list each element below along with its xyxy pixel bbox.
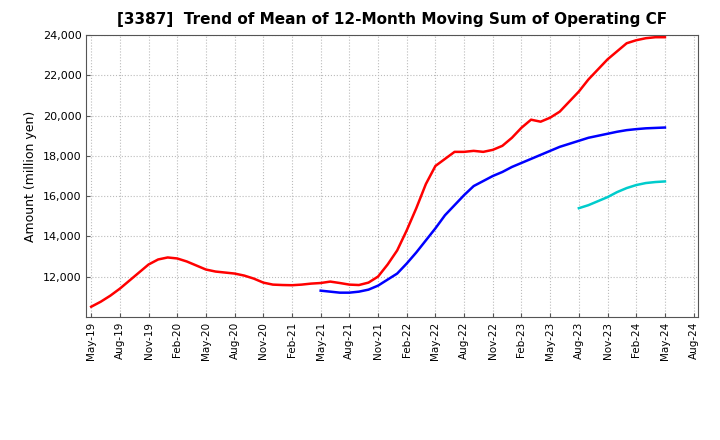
Title: [3387]  Trend of Mean of 12-Month Moving Sum of Operating CF: [3387] Trend of Mean of 12-Month Moving … xyxy=(117,12,667,27)
Legend: 3 Years, 5 Years, 7 Years, 10 Years: 3 Years, 5 Years, 7 Years, 10 Years xyxy=(183,434,602,440)
Y-axis label: Amount (million yen): Amount (million yen) xyxy=(24,110,37,242)
